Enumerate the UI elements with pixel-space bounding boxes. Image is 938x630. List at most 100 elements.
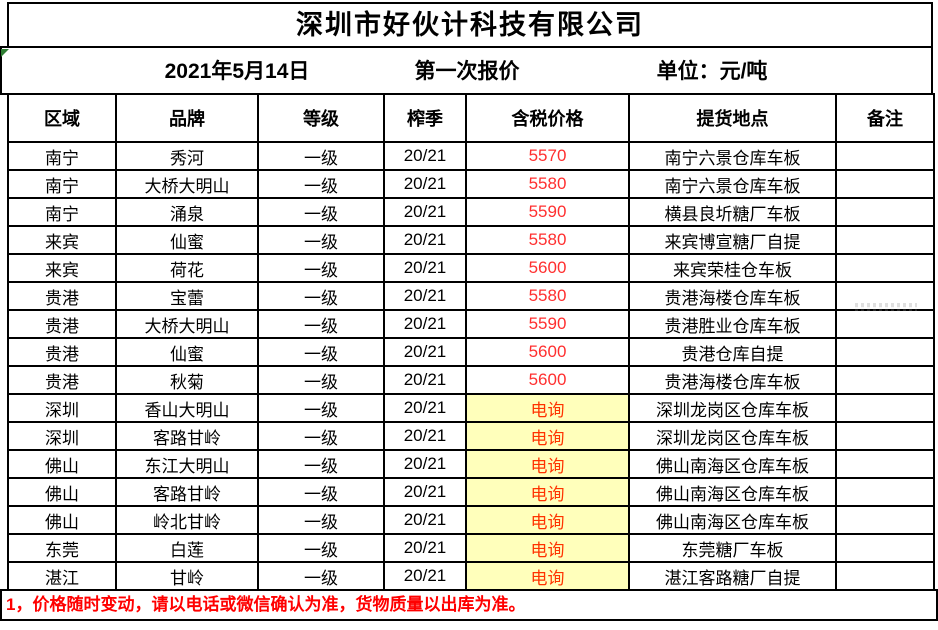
quote-date: 2021年5月14日 <box>164 60 310 83</box>
cell-region: 来宾 <box>7 225 117 255</box>
cell-grade: 一级 <box>257 225 385 255</box>
cell-remark <box>835 449 935 479</box>
cell-grade: 一级 <box>257 337 385 367</box>
cell-remark <box>835 225 935 255</box>
quote-info-bar: 2021年5月14日 第一次报价 单位：元/吨 <box>0 46 933 95</box>
cell-brand: 大桥大明山 <box>115 169 259 199</box>
cell-brand: 东江大明山 <box>115 449 259 479</box>
cell-season: 20/21 <box>383 449 467 479</box>
cell-brand: 秋菊 <box>115 365 259 395</box>
cell-region: 贵港 <box>7 281 117 311</box>
cell-season: 20/21 <box>383 169 467 199</box>
cell-brand: 涌泉 <box>115 197 259 227</box>
cell-season: 20/21 <box>383 225 467 255</box>
cell-location: 贵港胜业仓库车板 <box>628 309 837 339</box>
cell-grade: 一级 <box>257 141 385 171</box>
cell-remark <box>835 561 935 591</box>
cell-remark <box>835 141 935 171</box>
cell-grade: 一级 <box>257 393 385 423</box>
title-bar: 深圳市好伙计科技有限公司 <box>7 2 933 48</box>
cell-grade: 一级 <box>257 253 385 283</box>
cell-brand: 白莲 <box>115 533 259 563</box>
cell-price: 电询 <box>465 449 630 479</box>
cell-season: 20/21 <box>383 533 467 563</box>
cell-grade: 一级 <box>257 533 385 563</box>
table-row: 南宁 涌泉 一级 20/21 5590 横县良圻糖厂车板 <box>7 197 935 227</box>
cell-remark <box>835 169 935 199</box>
cell-grade: 一级 <box>257 309 385 339</box>
cell-price: 电询 <box>465 421 630 451</box>
table-row: 佛山 岭北甘岭 一级 20/21 电询 佛山南海区仓库车板 <box>7 505 935 535</box>
table-row: 深圳 客路甘岭 一级 20/21 电询 深圳龙岗区仓库车板 <box>7 421 935 451</box>
col-header-region: 区域 <box>7 93 117 143</box>
cell-remark <box>835 505 935 535</box>
table-row: 南宁 秀河 一级 20/21 5570 南宁六景仓库车板 <box>7 141 935 171</box>
cell-region: 深圳 <box>7 421 117 451</box>
cell-brand: 岭北甘岭 <box>115 505 259 535</box>
cell-location: 横县良圻糖厂车板 <box>628 197 837 227</box>
cell-price: 电询 <box>465 505 630 535</box>
cell-grade: 一级 <box>257 281 385 311</box>
cell-remark <box>835 337 935 367</box>
cell-grade: 一级 <box>257 197 385 227</box>
cell-price: 5600 <box>465 365 630 395</box>
footer-note: 1，价格随时变动，请以电话或微信确认为准，货物质量以出库为准。 <box>6 595 526 614</box>
cell-season: 20/21 <box>383 281 467 311</box>
cell-price: 5600 <box>465 253 630 283</box>
cell-region: 贵港 <box>7 337 117 367</box>
cell-region: 南宁 <box>7 169 117 199</box>
cell-remark <box>835 477 935 507</box>
cell-region: 深圳 <box>7 393 117 423</box>
cell-location: 来宾博宣糖厂自提 <box>628 225 837 255</box>
cell-price: 5600 <box>465 337 630 367</box>
cell-season: 20/21 <box>383 505 467 535</box>
header-row: 区域 品牌 等级 榨季 含税价格 提货地点 备注 <box>7 93 935 143</box>
cell-price: 电询 <box>465 533 630 563</box>
cell-brand: 荷花 <box>115 253 259 283</box>
cell-price: 5580 <box>465 169 630 199</box>
cell-remark <box>835 393 935 423</box>
col-header-remark: 备注 <box>835 93 935 143</box>
cell-brand: 香山大明山 <box>115 393 259 423</box>
cell-brand: 仙蜜 <box>115 225 259 255</box>
cell-price: 5590 <box>465 309 630 339</box>
cell-region: 湛江 <box>7 561 117 591</box>
cell-brand: 大桥大明山 <box>115 309 259 339</box>
cell-remark <box>835 253 935 283</box>
cell-region: 佛山 <box>7 449 117 479</box>
cell-price: 5590 <box>465 197 630 227</box>
cell-grade: 一级 <box>257 421 385 451</box>
col-header-brand: 品牌 <box>115 93 259 143</box>
table-row: 东莞 白莲 一级 20/21 电询 东莞糖厂车板 <box>7 533 935 563</box>
cell-season: 20/21 <box>383 561 467 591</box>
cell-season: 20/21 <box>383 393 467 423</box>
cell-location: 贵港仓库自提 <box>628 337 837 367</box>
cell-location: 东莞糖厂车板 <box>628 533 837 563</box>
cell-location: 佛山南海区仓库车板 <box>628 477 837 507</box>
col-header-season: 榨季 <box>383 93 467 143</box>
cell-remark <box>835 197 935 227</box>
cell-grade: 一级 <box>257 477 385 507</box>
green-triangle-icon <box>1 49 9 57</box>
cell-grade: 一级 <box>257 449 385 479</box>
cell-grade: 一级 <box>257 505 385 535</box>
table-row: 来宾 荷花 一级 20/21 5600 来宾荣桂仓车板 <box>7 253 935 283</box>
cell-price: 电询 <box>465 393 630 423</box>
company-title: 深圳市好伙计科技有限公司 <box>296 10 644 40</box>
cell-brand: 秀河 <box>115 141 259 171</box>
cell-brand: 宝蕾 <box>115 281 259 311</box>
cell-region: 南宁 <box>7 141 117 171</box>
cell-grade: 一级 <box>257 561 385 591</box>
price-table: 区域 品牌 等级 榨季 含税价格 提货地点 备注 南宁 秀河 一级 20/21 5570… <box>7 93 935 591</box>
col-header-grade: 等级 <box>257 93 385 143</box>
cell-brand: 仙蜜 <box>115 337 259 367</box>
cell-season: 20/21 <box>383 141 467 171</box>
cell-season: 20/21 <box>383 337 467 367</box>
price-table-body: 南宁 秀河 一级 20/21 5570 南宁六景仓库车板 南宁 大桥大明山 一级 20/21 558… <box>7 141 935 591</box>
cell-brand: 客路甘岭 <box>115 477 259 507</box>
cell-price: 5580 <box>465 225 630 255</box>
cell-season: 20/21 <box>383 477 467 507</box>
cell-season: 20/21 <box>383 365 467 395</box>
cell-price: 电询 <box>465 477 630 507</box>
